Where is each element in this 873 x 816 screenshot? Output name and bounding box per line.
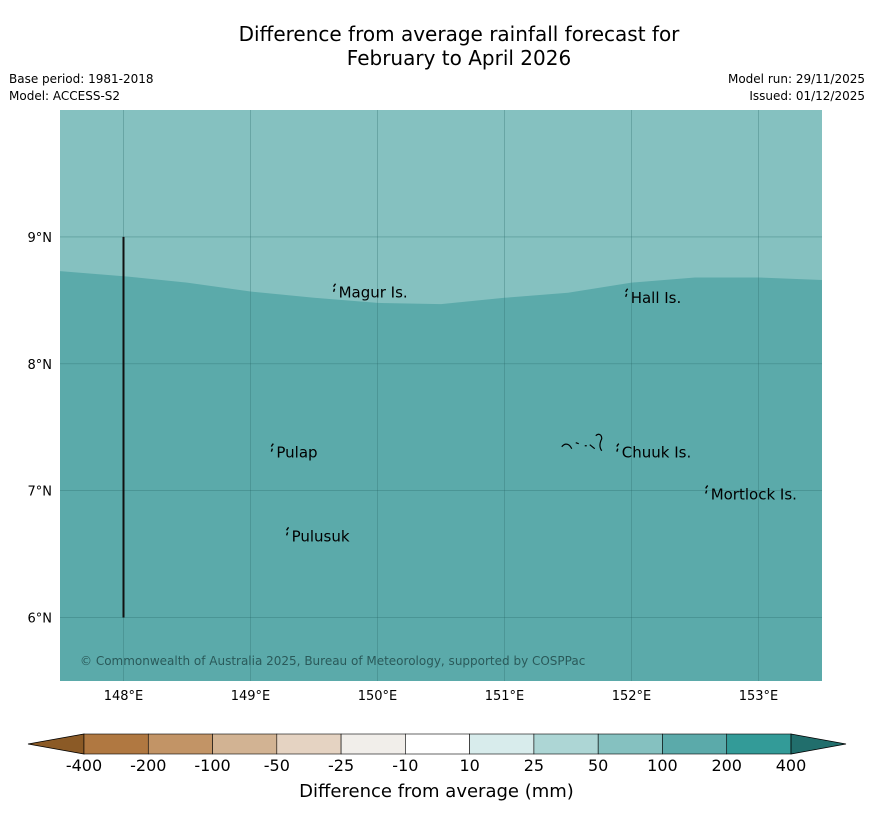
colorbar-tick-label: 100: [647, 756, 678, 775]
lat-tick-label: 8°N: [28, 358, 53, 373]
map-area-north: [60, 110, 822, 305]
chart-title: Difference from average rainfall forecas…: [0, 22, 873, 70]
colorbar-tick-label: 400: [775, 756, 807, 775]
colorbar-tick-label: -50: [263, 756, 290, 775]
colorbar-tick-label: -200: [130, 756, 167, 775]
base-period: Base period: 1981-2018: [9, 72, 154, 86]
colorbar-extend-high: [790, 733, 847, 755]
lon-tick-label: 153°E: [739, 689, 779, 704]
island-marker: [705, 484, 709, 494]
chuuk-lagoon-outline: [561, 433, 603, 452]
colorbar-extend-low: [27, 733, 85, 755]
lat-tick-label: 7°N: [28, 485, 53, 500]
model-run: Model run: 29/11/2025: [727, 72, 865, 86]
colorbar-segment: [405, 733, 470, 755]
colorbar-tick-label: 50: [587, 756, 609, 775]
place-label: Pulusuk: [292, 527, 350, 545]
colorbar-tick-label: -10: [392, 756, 419, 775]
title-line-2: February to April 2026: [346, 46, 572, 70]
title-line-1: Difference from average rainfall forecas…: [238, 22, 680, 46]
place-label: Pulap: [276, 444, 317, 462]
colorbar-tick-label: -400: [65, 756, 103, 775]
lon-tick-label: 149°E: [231, 689, 271, 704]
colorbar-segment: [533, 733, 599, 755]
island-marker: [285, 526, 290, 536]
colorbar-tick-label: 200: [711, 756, 742, 775]
island-marker: [270, 443, 274, 452]
lat-tick-label: 9°N: [28, 231, 53, 246]
colorbar-segment: [147, 733, 213, 755]
lat-tick-label: 6°N: [28, 612, 53, 627]
lon-tick-label: 150°E: [358, 689, 398, 704]
island-marker: [332, 283, 337, 292]
colorbar-segment: [340, 733, 406, 755]
colorbar-title: Difference from average (mm): [299, 781, 574, 802]
colorbar-tick-label: -100: [194, 756, 231, 775]
island-marker: [625, 288, 629, 298]
meta-left: Base period: 1981-2018 Model: ACCESS-S2: [9, 71, 154, 105]
colorbar-tick-label: -25: [328, 756, 355, 775]
colorbar-tick-label: 10: [459, 756, 480, 775]
lon-tick-label: 148°E: [104, 689, 144, 704]
colorbar-segment: [276, 733, 342, 755]
issued-date: Issued: 01/12/2025: [749, 89, 865, 103]
model-name: Model: ACCESS-S2: [9, 89, 121, 103]
place-label: Hall Is.: [631, 289, 682, 307]
colorbar-segment: [83, 733, 149, 755]
colorbar-segment: [597, 733, 663, 755]
colorbar-tick-label: 25: [523, 756, 545, 775]
meta-right: Model run: 29/11/2025 Issued: 01/12/2025: [728, 71, 865, 105]
copyright-text: © Commonwealth of Australia 2025, Bureau…: [80, 654, 585, 668]
colorbar-labels: -400 -200 -100 -50 -25 -10 10 25 50 100 200 400: [0, 756, 873, 776]
colorbar-segment: [726, 733, 792, 755]
lon-tick-label: 152°E: [612, 689, 652, 704]
colorbar-segment: [662, 733, 728, 755]
place-label: Mortlock Is.: [711, 485, 797, 503]
colorbar-segment: [469, 733, 535, 755]
place-label: Chuuk Is.: [622, 444, 691, 462]
place-label: Magur Is.: [339, 284, 408, 302]
lon-tick-label: 151°E: [485, 689, 525, 704]
island-marker: [616, 443, 620, 452]
colorbar-segment: [212, 733, 278, 755]
